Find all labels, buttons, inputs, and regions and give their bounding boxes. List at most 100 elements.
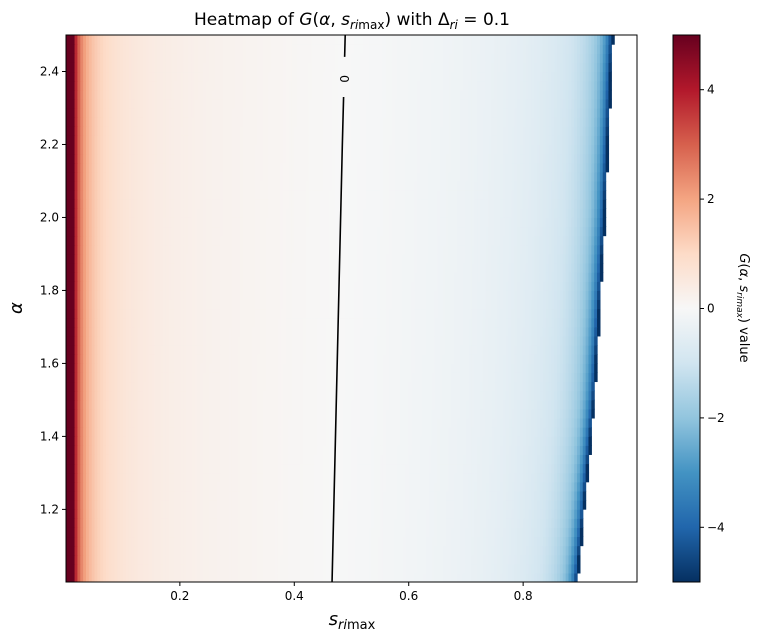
heatmap-cell <box>440 536 444 547</box>
heatmap-cell <box>485 572 490 582</box>
heatmap-cell <box>157 554 161 565</box>
heatmap-cell <box>163 527 167 538</box>
heatmap-cell <box>134 545 138 556</box>
heatmap-cell <box>300 490 304 501</box>
heatmap-cell <box>574 481 578 492</box>
heatmap-cell <box>457 399 461 410</box>
heatmap-cell <box>123 572 127 582</box>
heatmap-cell <box>145 563 150 574</box>
heatmap-cell <box>314 408 318 419</box>
heatmap-cell <box>80 499 84 510</box>
heatmap-cell <box>97 463 101 474</box>
heatmap-cell <box>171 436 176 446</box>
heatmap-cell <box>131 390 136 401</box>
heatmap-cell <box>514 463 518 474</box>
heatmap-cell <box>163 490 167 501</box>
heatmap-cell <box>577 545 581 556</box>
heatmap-cell <box>231 509 236 519</box>
heatmap-cell <box>311 527 315 538</box>
heatmap-cell <box>454 417 458 428</box>
heatmap-cell <box>214 390 218 401</box>
heatmap-cell <box>420 417 424 428</box>
heatmap-cell <box>105 445 110 455</box>
heatmap-cell <box>462 536 467 547</box>
heatmap-cell <box>402 563 407 574</box>
heatmap-cell <box>457 545 461 556</box>
heatmap-cell <box>240 572 244 582</box>
heatmap-cell <box>302 390 307 401</box>
heatmap-cell <box>368 463 373 474</box>
heatmap-cell <box>431 427 435 437</box>
heatmap-cell <box>494 481 498 492</box>
heatmap-cell <box>351 427 355 437</box>
heatmap-cell <box>291 472 295 483</box>
heatmap-cell <box>431 408 435 419</box>
heatmap-cell <box>280 490 284 501</box>
heatmap-cell <box>519 545 524 556</box>
heatmap-cell <box>268 399 273 410</box>
heatmap-cell <box>117 408 121 419</box>
heatmap-cell <box>211 527 216 538</box>
heatmap-cell <box>411 417 415 428</box>
heatmap-cell <box>120 536 124 547</box>
heatmap-cell <box>123 545 127 556</box>
heatmap-cell <box>211 417 216 428</box>
heatmap-cell <box>140 463 144 474</box>
heatmap-cell <box>91 399 96 410</box>
heatmap-cell <box>579 399 584 410</box>
heatmap-cell <box>471 454 475 465</box>
heatmap-cell <box>360 417 364 428</box>
heatmap-cell <box>485 527 490 538</box>
heatmap-cell <box>565 454 570 465</box>
heatmap-cell <box>582 427 587 437</box>
heatmap-cell <box>488 399 492 410</box>
heatmap-cell <box>345 509 350 519</box>
heatmap-cell <box>237 499 241 510</box>
heatmap-cell <box>111 463 116 474</box>
heatmap-cell <box>497 408 501 419</box>
heatmap-cell <box>545 527 550 538</box>
heatmap-cell <box>551 408 555 419</box>
heatmap-cell <box>588 417 592 428</box>
heatmap-cell <box>285 427 290 437</box>
heatmap-cell <box>271 427 276 437</box>
heatmap-cell <box>268 563 273 574</box>
heatmap-cell <box>300 554 304 565</box>
heatmap-cell <box>88 554 93 565</box>
heatmap-cell <box>114 527 118 538</box>
heatmap-cell <box>577 417 581 428</box>
heatmap-cell <box>511 454 515 465</box>
heatmap-cell <box>214 454 218 465</box>
heatmap-cell <box>471 518 475 528</box>
heatmap-cell <box>488 518 492 528</box>
heatmap-cell <box>537 445 541 455</box>
heatmap-cell <box>425 399 430 410</box>
heatmap-cell <box>542 490 547 501</box>
heatmap-cell <box>497 399 501 410</box>
heatmap-cell <box>448 399 453 410</box>
heatmap-cell <box>420 527 424 538</box>
heatmap-cell <box>542 399 547 410</box>
heatmap-cell <box>442 408 447 419</box>
heatmap-cell <box>365 563 370 574</box>
heatmap-cell <box>140 554 144 565</box>
heatmap-cell <box>525 527 530 538</box>
heatmap-cell <box>394 408 398 419</box>
heatmap-cell <box>420 572 424 582</box>
heatmap-cell <box>148 554 153 565</box>
heatmap-cell <box>534 545 538 556</box>
heatmap-cell <box>240 527 244 538</box>
heatmap-cell <box>354 518 358 528</box>
heatmap-cell <box>442 536 447 547</box>
heatmap-cell <box>325 463 330 474</box>
heatmap-cell <box>114 472 118 483</box>
heatmap-cell <box>477 445 481 455</box>
heatmap-cell <box>537 509 541 519</box>
heatmap-cell <box>354 536 358 547</box>
heatmap-cell <box>431 399 435 410</box>
heatmap-cell <box>148 536 153 547</box>
heatmap-cell <box>271 536 276 547</box>
heatmap-cell <box>168 390 173 401</box>
heatmap-cell <box>263 472 267 483</box>
heatmap-cell <box>408 427 413 437</box>
